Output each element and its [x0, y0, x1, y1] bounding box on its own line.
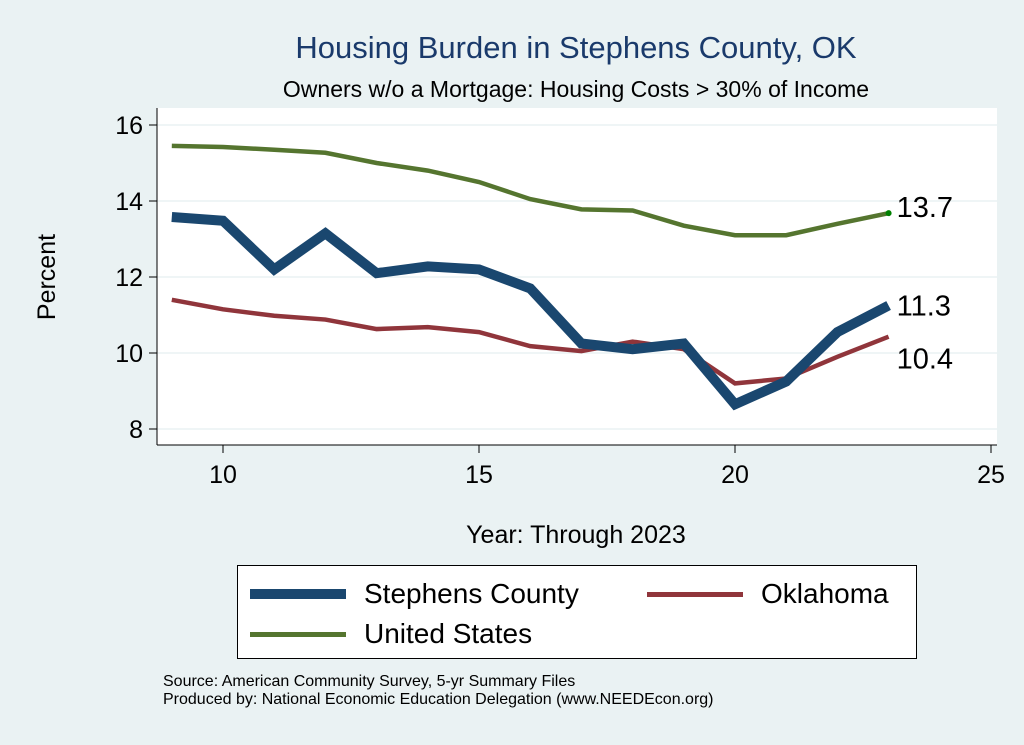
source-text: Source: American Community Survey, 5-yr … — [163, 673, 576, 690]
y-axis-label: Percent — [33, 234, 61, 320]
y-tick-label: 8 — [129, 416, 143, 444]
legend-label: Stephens County — [364, 578, 579, 609]
axes: 8 10 12 14 16 10 15 20 25 — [115, 108, 1005, 489]
chart-title: Housing Burden in Stephens County, OK — [295, 30, 857, 65]
end-label: 13.7 — [897, 192, 953, 224]
legend: Stephens County Oklahoma United States — [237, 565, 917, 659]
y-tick-label: 12 — [115, 264, 143, 292]
end-label: 10.4 — [897, 344, 953, 376]
y-tick-label: 16 — [115, 112, 143, 140]
y-tick-label: 10 — [115, 340, 143, 368]
legend-item-stephens-county: Stephens County — [250, 578, 579, 610]
legend-swatch — [250, 631, 346, 637]
gridlines — [157, 124, 997, 430]
series-line-united-states — [171, 143, 890, 238]
source-notes: Source: American Community Survey, 5-yr … — [163, 673, 714, 709]
y-tick-label: 14 — [115, 188, 143, 216]
x-tick-label: 20 — [721, 461, 749, 489]
legend-item-united-states: United States — [250, 618, 532, 650]
legend-item-oklahoma: Oklahoma — [647, 578, 889, 610]
legend-label: Oklahoma — [761, 578, 889, 609]
series-line-oklahoma — [171, 297, 890, 386]
end-labels: 13.7 10.4 11.3 — [885, 192, 953, 376]
chart-subtitle: Owners w/o a Mortgage: Housing Costs > 3… — [283, 76, 869, 102]
end-marker — [885, 210, 892, 217]
legend-label: United States — [364, 618, 533, 649]
x-tick-label: 15 — [465, 461, 493, 489]
x-tick-label: 25 — [977, 461, 1005, 489]
x-tick-label: 10 — [209, 461, 237, 489]
series-line-stephens-county — [171, 211, 891, 411]
end-label: 11.3 — [897, 291, 951, 323]
legend-swatch — [647, 591, 743, 597]
legend-swatch — [250, 589, 346, 599]
produced-by-text: Produced by: National Economic Education… — [163, 691, 714, 708]
series-lines — [171, 143, 891, 411]
x-axis-label: Year: Through 2023 — [466, 521, 686, 549]
